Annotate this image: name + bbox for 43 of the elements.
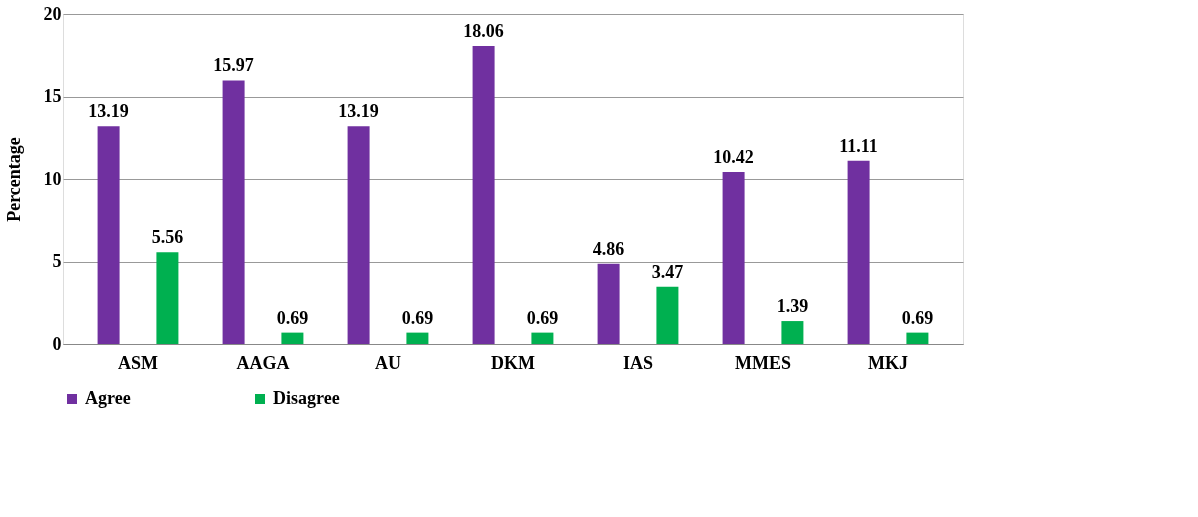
bar: [97, 126, 120, 344]
legend-label: Agree: [85, 388, 131, 408]
bar: [347, 126, 370, 344]
data-label: 0.69: [526, 307, 559, 328]
legend-label: Disagree: [273, 388, 340, 408]
y-tick-label: 10: [43, 168, 62, 189]
data-label: 5.56: [151, 227, 184, 248]
bar: [906, 332, 929, 344]
bar: [156, 252, 179, 344]
bar: [781, 321, 804, 344]
y-tick-label: 0: [52, 333, 62, 354]
data-label: 10.42: [713, 147, 754, 168]
bar: [597, 263, 620, 344]
x-tick-label: ASM: [118, 352, 159, 373]
data-label: 0.69: [276, 307, 309, 328]
bar: [656, 286, 679, 344]
y-tick-label: 15: [43, 86, 62, 106]
x-tick-label: DKM: [491, 352, 535, 373]
bar: [222, 80, 245, 344]
x-tick-label: AU: [375, 352, 401, 373]
y-tick-label: 5: [52, 251, 62, 271]
bar: [281, 332, 304, 344]
data-label: 3.47: [651, 261, 684, 282]
bar: [847, 160, 870, 344]
bar: [472, 46, 495, 344]
data-label: 13.19: [338, 101, 379, 122]
data-label: 0.69: [401, 307, 434, 328]
bar: [722, 172, 745, 344]
bar: [531, 332, 554, 344]
data-label: 13.19: [88, 101, 129, 122]
data-label: 15.97: [213, 55, 254, 76]
x-tick-label: MKJ: [868, 352, 908, 373]
x-tick-label: MMES: [735, 352, 791, 373]
data-label: 4.86: [592, 238, 625, 259]
y-axis-title: Percentage: [3, 137, 24, 222]
y-tick-label: 20: [43, 3, 62, 24]
data-label: 1.39: [776, 296, 809, 317]
data-label: 11.11: [839, 135, 878, 156]
data-label: 0.69: [901, 307, 934, 328]
x-tick-label: IAS: [622, 352, 654, 373]
data-label: 18.06: [463, 21, 504, 42]
bar: [406, 332, 429, 344]
x-tick-label: AAGA: [236, 352, 290, 373]
